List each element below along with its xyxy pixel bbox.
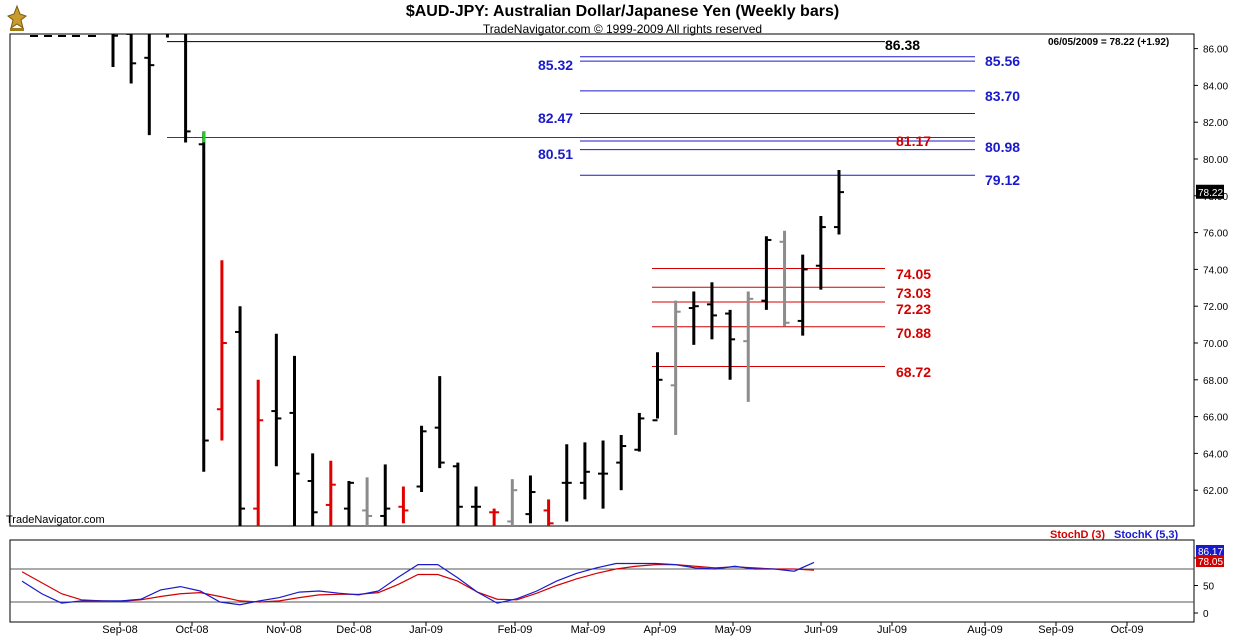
- x-tick-label: Apr-09: [643, 624, 676, 636]
- level-label: 72.23: [896, 301, 931, 317]
- level-label: 85.56: [985, 53, 1020, 69]
- level-label: 80.98: [985, 139, 1020, 155]
- x-tick-label: Sep-09: [1038, 624, 1073, 636]
- level-label: 86.38: [885, 37, 920, 53]
- y-tick-label: 70.00: [1203, 339, 1228, 350]
- x-tick-label: Mar-09: [571, 624, 606, 636]
- x-tick-label: Jun-09: [804, 624, 838, 636]
- level-label: 85.32: [538, 57, 573, 73]
- stochd-value-label: 78.05: [1198, 557, 1223, 568]
- tradenavigator-logo-icon: [6, 4, 28, 32]
- level-label: 83.70: [985, 88, 1020, 104]
- x-tick-label: Jan-09: [409, 624, 443, 636]
- y-tick-label: 82.00: [1203, 118, 1228, 129]
- level-label: 68.72: [896, 364, 931, 380]
- y-tick-label: 62.00: [1203, 486, 1228, 497]
- copyright-subtitle: TradeNavigator.com © 1999-2009 All right…: [482, 22, 763, 36]
- stoch-tick-label: 0: [1203, 609, 1209, 620]
- x-tick-label: Aug-09: [967, 624, 1002, 636]
- y-tick-label: 76.00: [1203, 229, 1228, 240]
- legend-stochd: StochD (3): [1050, 529, 1105, 541]
- level-label: 81.17: [896, 133, 931, 149]
- chart-title: $AUD-JPY: Australian Dollar/Japanese Yen…: [405, 3, 840, 20]
- stochk-value-tag: [1196, 545, 1224, 557]
- legend-stochk: StochK (5,3): [1114, 529, 1179, 541]
- y-tick-label: 80.00: [1203, 155, 1228, 166]
- price-panel-frame: [9, 33, 1195, 527]
- stochk-line: [21, 561, 815, 606]
- y-tick-label: 66.00: [1203, 413, 1228, 424]
- level-label: 79.12: [985, 172, 1020, 188]
- stochd-line: [21, 563, 815, 603]
- price-readout: 06/05/2009 = 78.22 (+1.92): [1048, 37, 1170, 48]
- level-label: 82.47: [538, 110, 573, 126]
- stoch-panel-frame: [9, 539, 1195, 623]
- level-label: 73.03: [896, 285, 931, 301]
- bars-group: [30, 34, 844, 526]
- level-label: 80.51: [538, 146, 573, 162]
- last-price-label: 78.22: [1198, 188, 1223, 199]
- y-tick-label: 74.00: [1203, 265, 1228, 276]
- level-label: 70.88: [896, 325, 931, 341]
- x-tick-label: Jul-09: [877, 624, 907, 636]
- x-tick-label: Oct-09: [1110, 624, 1143, 636]
- y-tick-label: 64.00: [1203, 449, 1228, 460]
- x-tick-label: Dec-08: [336, 624, 371, 636]
- stochd-value-tag: [1196, 555, 1224, 567]
- x-tick-label: Nov-08: [266, 624, 301, 636]
- x-tick-label: Sep-08: [102, 624, 137, 636]
- x-tick-label: May-09: [715, 624, 752, 636]
- gold-figure-icon: [6, 4, 28, 31]
- x-tick-label: Oct-08: [175, 624, 208, 636]
- x-tick-label: Feb-09: [498, 624, 533, 636]
- watermark-text: TradeNavigator.com: [6, 514, 105, 526]
- stochk-value-label: 86.17: [1198, 547, 1223, 558]
- stoch-tick-label: 50: [1203, 582, 1215, 593]
- y-tick-label: 72.00: [1203, 302, 1228, 313]
- last-price-tag: [1196, 184, 1224, 199]
- y-tick-label: 84.00: [1203, 81, 1228, 92]
- y-tick-label: 86.00: [1203, 45, 1228, 56]
- y-tick-label: 68.00: [1203, 376, 1228, 387]
- level-label: 74.05: [896, 266, 931, 282]
